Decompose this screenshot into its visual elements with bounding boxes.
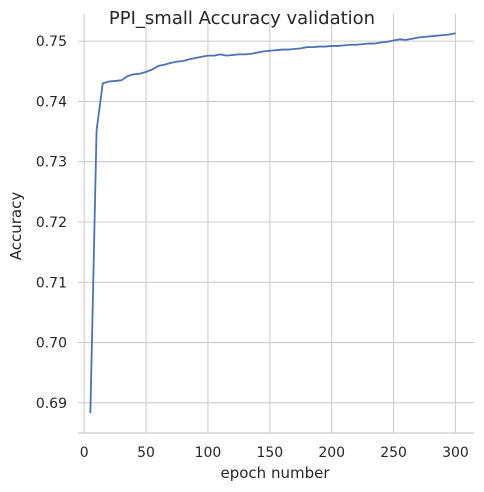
x-tick-label: 200 xyxy=(318,445,345,461)
x-tick-label: 50 xyxy=(137,445,155,461)
y-tick-label: 0.69 xyxy=(36,396,67,412)
x-axis-label: epoch number xyxy=(221,464,331,482)
y-tick-label: 0.74 xyxy=(36,94,67,110)
x-tick-labels: 0 50 100 150 200 250 300 xyxy=(80,445,469,461)
y-axis-label: Accuracy xyxy=(7,192,25,261)
x-tick-label: 150 xyxy=(256,445,283,461)
y-tick-label: 0.73 xyxy=(36,155,67,171)
y-tick-label: 0.75 xyxy=(36,34,67,50)
series-group xyxy=(89,32,456,414)
x-tick-label: 300 xyxy=(442,445,469,461)
x-tick-label: 0 xyxy=(80,445,89,461)
series-line xyxy=(89,32,456,414)
x-tick-label: 100 xyxy=(195,445,222,461)
y-tick-label: 0.71 xyxy=(36,275,67,291)
y-tick-label: 0.72 xyxy=(36,215,67,231)
x-tick-label: 250 xyxy=(380,445,407,461)
chart-title: PPI_small Accuracy validation xyxy=(109,8,375,29)
y-tick-labels: 0.69 0.70 0.71 0.72 0.73 0.74 0.75 xyxy=(36,34,67,412)
y-tick-label: 0.70 xyxy=(36,336,67,352)
grid xyxy=(78,14,474,433)
